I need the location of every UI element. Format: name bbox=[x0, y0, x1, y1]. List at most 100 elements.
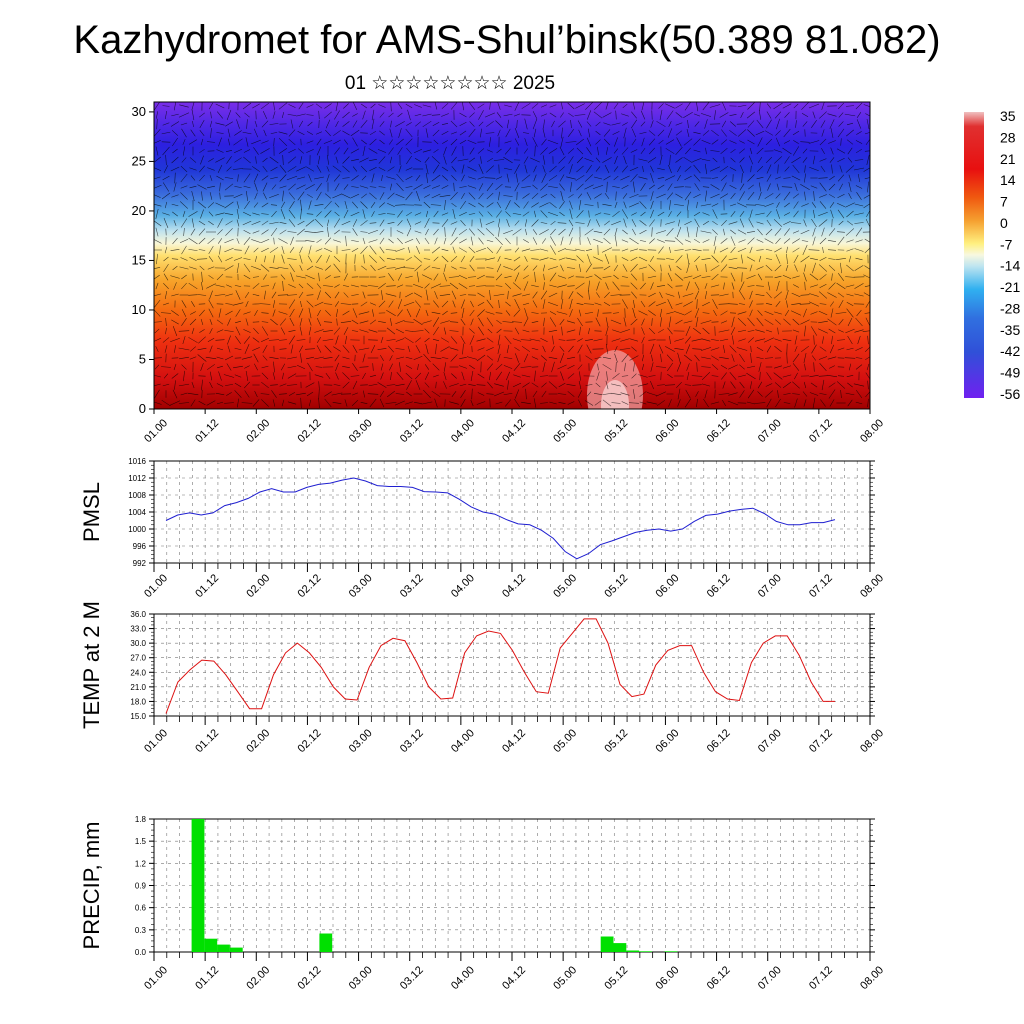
y-axis-label: PRECIP, mm bbox=[79, 822, 104, 950]
wind-vector bbox=[548, 211, 558, 217]
wind-vector bbox=[604, 220, 610, 226]
wind-vector bbox=[307, 255, 313, 263]
wind-vector bbox=[718, 303, 730, 305]
wind-vector bbox=[470, 399, 474, 407]
wind-vector bbox=[245, 137, 249, 147]
wind-vector bbox=[676, 382, 682, 388]
wind-vector bbox=[423, 185, 431, 189]
wind-vector bbox=[358, 311, 370, 315]
wind-vector bbox=[387, 345, 395, 353]
wind-vector bbox=[783, 318, 791, 326]
wind-vector bbox=[766, 164, 772, 174]
wind-vector bbox=[340, 321, 352, 323]
wind-vector bbox=[505, 200, 511, 210]
wind-vector bbox=[862, 330, 870, 332]
wind-vector bbox=[540, 210, 548, 218]
wind-vector bbox=[514, 202, 520, 208]
wind-vector bbox=[710, 284, 720, 288]
wind-vector bbox=[516, 173, 518, 183]
wind-vector bbox=[802, 391, 808, 397]
wind-vector bbox=[532, 390, 538, 398]
x-tick-label: 03.12 bbox=[398, 572, 426, 600]
wind-vector bbox=[588, 280, 590, 292]
wind-vector bbox=[866, 210, 870, 218]
wind-vector bbox=[281, 399, 285, 407]
wind-vector bbox=[503, 365, 513, 369]
wind-vector bbox=[154, 383, 161, 387]
wind-vector bbox=[295, 275, 307, 279]
wind-vector bbox=[700, 203, 712, 207]
heatmap-x-tick-label: 04.00 bbox=[449, 417, 477, 445]
wind-vector bbox=[468, 202, 476, 208]
wind-vector bbox=[254, 309, 258, 317]
wind-vector bbox=[486, 239, 494, 243]
x-tick-label: 04.12 bbox=[500, 964, 528, 992]
wind-vector bbox=[676, 362, 682, 372]
wind-vector bbox=[774, 111, 782, 119]
wind-vector bbox=[840, 262, 842, 274]
wind-vector bbox=[359, 366, 369, 368]
wind-vector bbox=[757, 381, 763, 389]
x-tick-label: 07.12 bbox=[807, 964, 835, 992]
wind-vector bbox=[496, 328, 502, 334]
wind-vector bbox=[657, 384, 665, 386]
wind-vector bbox=[288, 104, 296, 108]
wind-vector bbox=[379, 192, 385, 200]
wind-vector bbox=[459, 294, 467, 296]
wind-vector bbox=[406, 227, 412, 237]
wind-vector bbox=[160, 312, 172, 314]
wind-vector bbox=[174, 380, 176, 390]
wind-vector bbox=[487, 381, 493, 389]
y-tick-label: 1.5 bbox=[135, 837, 147, 846]
wind-vector bbox=[757, 391, 763, 397]
wind-vector bbox=[532, 229, 538, 235]
wind-vector bbox=[389, 156, 393, 164]
wind-vector bbox=[487, 149, 493, 153]
wind-vector bbox=[216, 273, 224, 281]
wind-vector bbox=[386, 310, 396, 316]
wind-vector bbox=[640, 183, 646, 191]
wind-vector bbox=[746, 365, 756, 369]
wind-vector bbox=[369, 302, 377, 306]
wind-vector bbox=[458, 274, 468, 280]
wind-vector bbox=[693, 113, 701, 117]
wind-vector bbox=[471, 388, 473, 400]
wind-vector bbox=[750, 345, 752, 353]
wind-vector bbox=[451, 290, 457, 300]
wind-vector bbox=[254, 192, 258, 200]
wind-vector bbox=[155, 111, 159, 119]
wind-vector bbox=[299, 265, 303, 271]
wind-vector bbox=[588, 210, 590, 218]
wind-vector bbox=[305, 166, 315, 172]
wind-vector bbox=[171, 310, 179, 316]
wind-vector bbox=[632, 228, 636, 236]
wind-vector bbox=[767, 281, 771, 291]
wind-vector bbox=[855, 347, 863, 351]
wind-vector bbox=[666, 228, 674, 236]
wind-vector bbox=[210, 128, 212, 138]
wind-vector bbox=[253, 328, 259, 334]
wind-vector bbox=[497, 129, 501, 137]
wind-vector bbox=[765, 228, 773, 236]
wind-vector bbox=[800, 184, 810, 190]
wind-vector bbox=[443, 155, 447, 165]
wind-vector bbox=[701, 276, 711, 278]
wind-vector bbox=[552, 335, 554, 345]
wind-vector bbox=[523, 239, 529, 243]
wind-vector bbox=[728, 364, 738, 370]
wind-vector bbox=[486, 157, 494, 163]
wind-vector bbox=[845, 392, 855, 396]
wind-vector bbox=[468, 384, 476, 386]
wind-vector bbox=[642, 354, 644, 362]
wind-vector bbox=[189, 356, 197, 360]
wind-vector bbox=[694, 121, 700, 127]
wind-vector bbox=[812, 155, 816, 165]
wind-vector bbox=[450, 102, 458, 110]
wind-vector bbox=[406, 211, 412, 217]
wind-vector bbox=[405, 275, 413, 279]
wind-vector bbox=[261, 312, 269, 314]
wind-vector bbox=[416, 245, 420, 255]
wind-vector bbox=[782, 374, 792, 378]
wind-vector bbox=[622, 229, 628, 235]
wind-vector bbox=[389, 128, 393, 138]
